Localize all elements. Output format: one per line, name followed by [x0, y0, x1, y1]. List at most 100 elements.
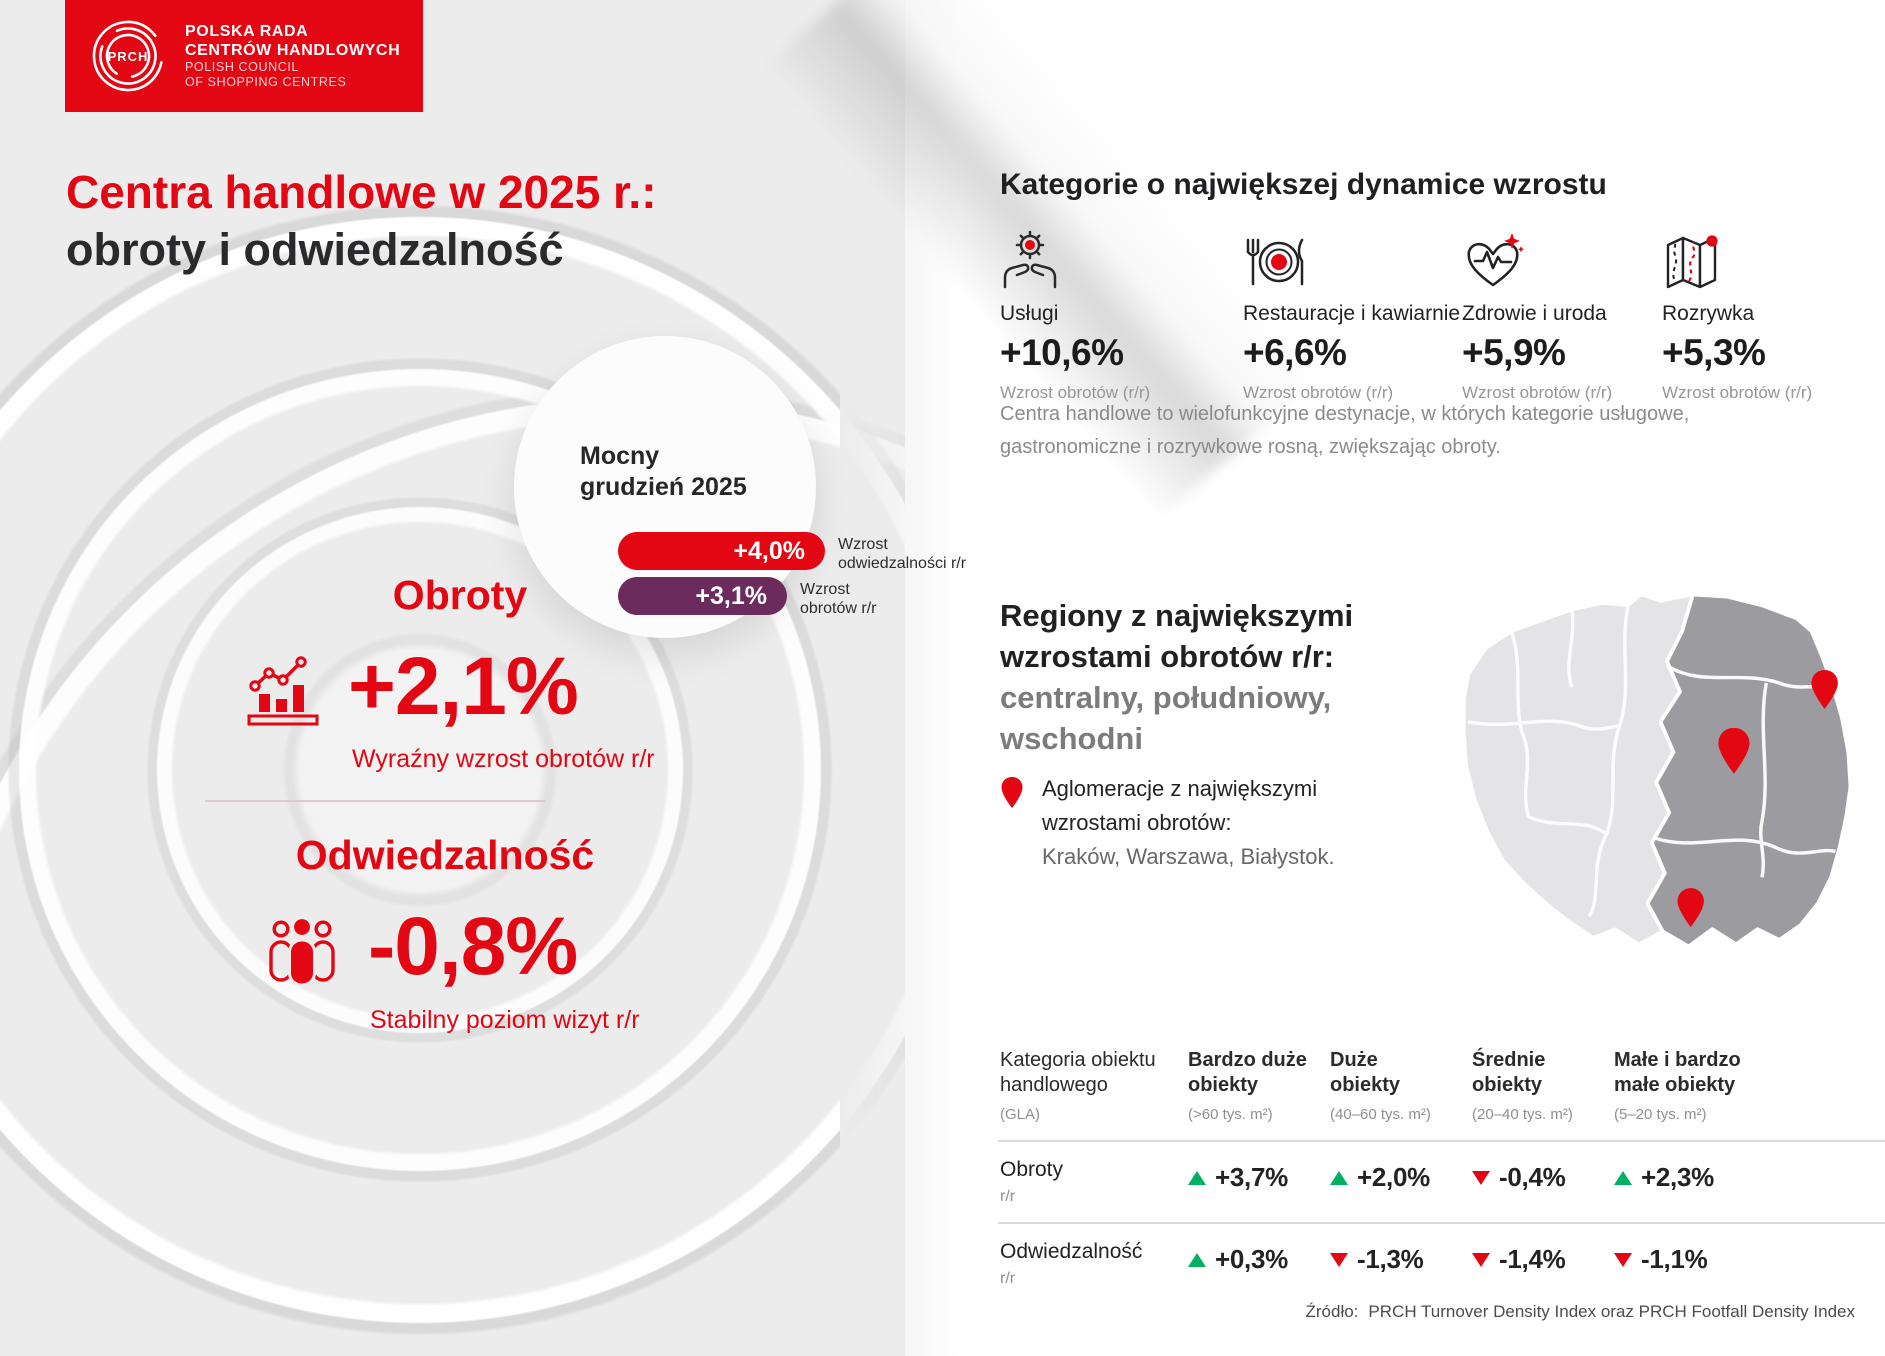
- table-header-line: Kategoria obiektu: [1000, 1049, 1156, 1071]
- logo-text: POLSKA RADA CENTRÓW HANDLOWYCH POLISH CO…: [185, 22, 400, 90]
- source-label: Źródło:: [1305, 1302, 1359, 1321]
- map-pin-icon: [1001, 777, 1023, 808]
- footfall-caption: Stabilny poziom wizyt r/r: [370, 1006, 640, 1034]
- kpi-divider: [205, 800, 545, 802]
- turnover-value: +2,1%: [348, 641, 579, 732]
- category-services: Usługi +10,6% Wzrost obrotów (r/r): [1000, 228, 1235, 403]
- category-label: Usługi: [1000, 302, 1059, 325]
- table-cell-value: -0,4%: [1499, 1162, 1566, 1192]
- table-cell-value: +2,3%: [1641, 1162, 1714, 1192]
- footfall-value: -0,8%: [368, 901, 578, 992]
- table-header-category: Kategoria obiektu handlowego (GLA): [1000, 1048, 1180, 1123]
- table-cell: +2,3%: [1614, 1162, 1714, 1193]
- agglomerations-line1: Aglomeracje z największymi: [1042, 776, 1318, 801]
- footfall-growth-bar-value: +4,0%: [733, 536, 805, 565]
- pin-bialystok: [1811, 669, 1838, 709]
- table-header-sub: (40–60 tys. m²): [1330, 1106, 1431, 1123]
- turnover-growth-bar: +3,1%: [618, 577, 787, 615]
- category-value: +5,9%: [1462, 332, 1566, 373]
- map-city-pins: [1677, 669, 1838, 928]
- table-header-large: Duże obiekty (40–60 tys. m²): [1330, 1048, 1480, 1123]
- category-caption: Wzrost obrotów (r/r): [1000, 383, 1151, 402]
- health-heart-icon: [1462, 228, 1697, 290]
- table-divider: [998, 1222, 1885, 1224]
- table-header-sub: (>60 tys. m²): [1188, 1106, 1273, 1123]
- turnover-growth-bar-label: Wzrost obrotów r/r: [800, 580, 876, 618]
- trend-arrow-icon: [1614, 1252, 1632, 1267]
- brand-name-line1: POLSKA RADA: [185, 23, 309, 40]
- category-caption: Wzrost obrotów (r/r): [1462, 383, 1613, 402]
- pin-krakow: [1677, 888, 1704, 928]
- source-text: PRCH Turnover Density Index oraz PRCH Fo…: [1368, 1302, 1855, 1321]
- bar-label-line: odwiedzalności r/r: [838, 555, 967, 572]
- table-cell: -1,3%: [1330, 1244, 1424, 1275]
- table-header-sub: (20–40 tys. m²): [1472, 1106, 1573, 1123]
- regions-heading: Regiony z największymi wzrostami obrotów…: [1000, 595, 1353, 759]
- table-cell: +2,0%: [1330, 1162, 1430, 1193]
- agglomerations-cities: Kraków, Warszawa, Białystok.: [1042, 844, 1335, 869]
- table-header-small: Małe i bardzo małe obiekty (5–20 tys. m²…: [1614, 1048, 1764, 1123]
- table-header-medium: Średnie obiekty (20–40 tys. m²): [1472, 1048, 1622, 1123]
- table-header-xlarge: Bardzo duże obiekty (>60 tys. m²): [1188, 1048, 1338, 1123]
- category-value: +6,6%: [1243, 332, 1347, 373]
- restaurant-icon: [1243, 228, 1478, 290]
- category-value: +10,6%: [1000, 332, 1124, 373]
- prch-acronym: PRCH: [108, 49, 149, 64]
- map-route-icon: [1662, 228, 1885, 290]
- table-divider: [998, 1140, 1885, 1142]
- category-entertainment: Rozrywka +5,3% Wzrost obrotów (r/r): [1662, 228, 1885, 403]
- table-header-line: Średnie: [1472, 1049, 1546, 1071]
- pin-warszawa: [1718, 727, 1750, 774]
- table-cell: -1,4%: [1472, 1244, 1566, 1275]
- brand-subname-line1: POLISH COUNCIL: [185, 60, 299, 74]
- december-title-line2: grudzień 2025: [580, 473, 747, 501]
- paragraph-line: gastronomiczne i rozrywkowe rosną, zwięk…: [1000, 436, 1501, 458]
- table-cell-value: +3,7%: [1215, 1162, 1288, 1192]
- table-cell-value: +0,3%: [1215, 1244, 1288, 1274]
- table-cell-value: -1,3%: [1357, 1244, 1424, 1274]
- footfall-heading: Odwiedzalność: [295, 832, 595, 878]
- category-caption: Wzrost obrotów (r/r): [1243, 383, 1394, 402]
- paragraph-line: Centra handlowe to wielofunkcyjne destyn…: [1000, 403, 1690, 425]
- table-cell: -1,1%: [1614, 1244, 1708, 1275]
- poland-map: [1438, 568, 1870, 1014]
- table-cell-value: -1,1%: [1641, 1244, 1708, 1274]
- categories-paragraph: Centra handlowe to wielofunkcyjne destyn…: [1000, 398, 1689, 464]
- page-title: Centra handlowe w 2025 r.: obroty i odwi…: [66, 164, 657, 278]
- table-cell: +3,7%: [1188, 1162, 1288, 1193]
- table-header-line: handlowego: [1000, 1074, 1108, 1096]
- table-header-line: obiekty: [1472, 1074, 1543, 1096]
- category-label: Zdrowie i uroda: [1462, 302, 1607, 325]
- agglomerations-note: Aglomeracje z największymi wzrostami obr…: [1000, 772, 1335, 874]
- table-header-line: Małe i bardzo: [1614, 1049, 1741, 1071]
- trend-arrow-icon: [1614, 1170, 1632, 1185]
- table-cell-value: -1,4%: [1499, 1244, 1566, 1274]
- category-label: Rozrywka: [1662, 302, 1755, 325]
- table-cell: -0,4%: [1472, 1162, 1566, 1193]
- table-header-line: obiekty: [1330, 1074, 1401, 1096]
- categories-heading: Kategorie o największej dynamice wzrostu: [1000, 168, 1607, 201]
- category-value: +5,3%: [1662, 332, 1766, 373]
- panel-fade: [840, 0, 960, 1356]
- bar-label-line: obrotów r/r: [800, 600, 877, 617]
- footfall-growth-bar: +4,0%: [618, 532, 825, 570]
- table-header-line: Bardzo duże: [1188, 1049, 1307, 1071]
- regions-subheading-line1: centralny, południowy,: [1000, 680, 1332, 715]
- map-dark-regions: [1645, 592, 1853, 949]
- december-highlight-title: Mocny grudzień 2025: [580, 441, 747, 503]
- trend-arrow-icon: [1472, 1252, 1490, 1267]
- table-header-line: obiekty: [1188, 1074, 1259, 1096]
- regions-subheading-line2: wschodni: [1000, 721, 1143, 756]
- table-cell-value: +2,0%: [1357, 1162, 1430, 1192]
- table-row-footfall-label: Odwiedzalność: [1000, 1240, 1143, 1263]
- turnover-growth-bar-value: +3,1%: [695, 581, 767, 610]
- category-caption: Wzrost obrotów (r/r): [1662, 383, 1813, 402]
- category-restaurants: Restauracje i kawiarnie +6,6% Wzrost obr…: [1243, 228, 1478, 403]
- trend-arrow-icon: [1472, 1170, 1490, 1185]
- gear-hands-icon: [1000, 228, 1235, 290]
- category-health-beauty: Zdrowie i uroda +5,9% Wzrost obrotów (r/…: [1462, 228, 1697, 403]
- december-title-line1: Mocny: [580, 442, 660, 470]
- page-title-line1: Centra handlowe w 2025 r.:: [66, 166, 657, 218]
- prch-logo: PRCH POLSKA RADA CENTRÓW HANDLOWYCH POLI…: [65, 0, 423, 112]
